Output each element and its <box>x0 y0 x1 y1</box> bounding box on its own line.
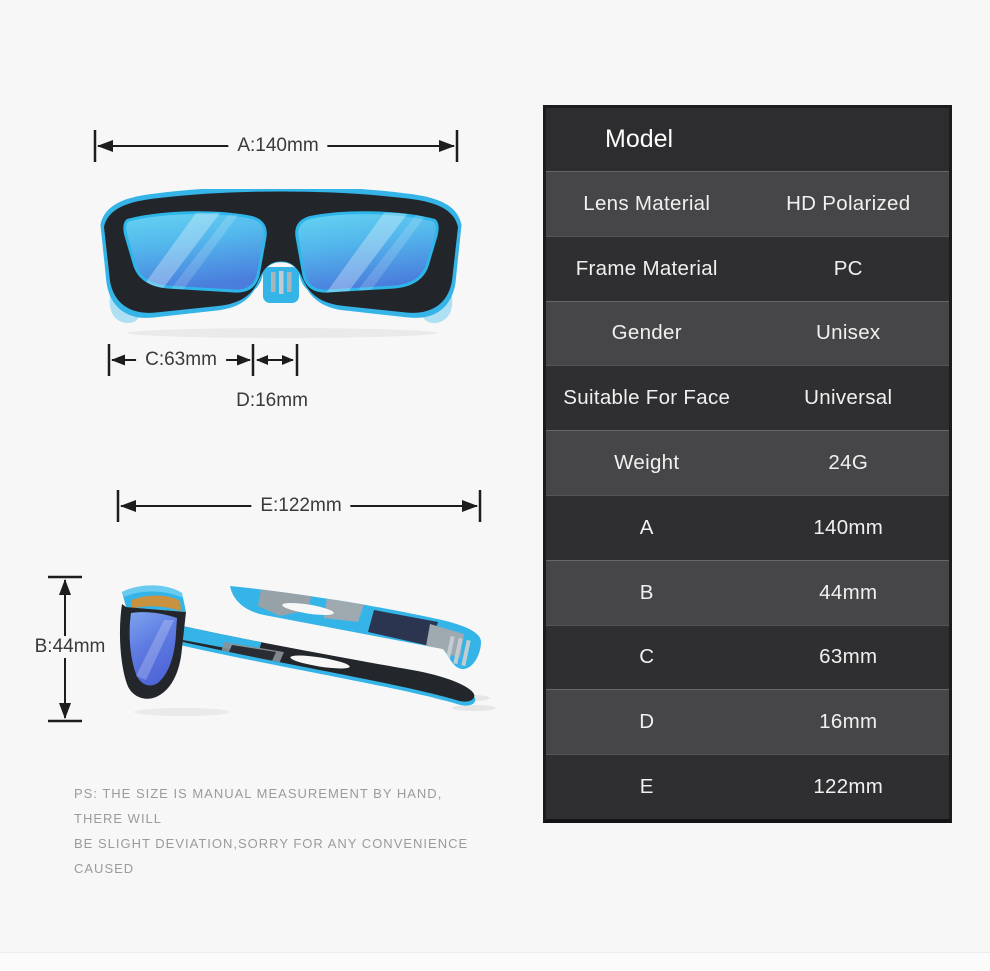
spec-table-title: Model <box>605 125 674 153</box>
spec-label: Frame Material <box>575 256 718 280</box>
spec-value: 44mm <box>819 580 878 604</box>
spec-row-e: E 122mm <box>546 754 949 819</box>
spec-value: PC <box>833 256 863 280</box>
sunglasses-side-view <box>112 576 497 722</box>
spec-label: Gender <box>611 321 682 345</box>
spec-row-b: B 44mm <box>546 559 949 625</box>
dimension-c-label: C:63mm <box>136 349 226 371</box>
measurement-note-line2: BE SLIGHT DEVIATION,SORRY FOR ANY CONVEN… <box>74 836 469 876</box>
spec-value: 122mm <box>813 775 884 799</box>
spec-row-weight: Weight 24G <box>546 430 949 495</box>
dimension-a-label: A:140mm <box>228 135 328 157</box>
spec-label: A <box>639 515 654 539</box>
dimension-d-label: D:16mm <box>236 390 308 411</box>
spec-value: 140mm <box>813 515 884 539</box>
spec-row-d: D 16mm <box>546 689 949 755</box>
spec-value: 24G <box>828 451 869 475</box>
dimension-c-d-lines <box>107 344 299 376</box>
dimension-a: A:140mm <box>93 126 459 166</box>
measurement-note: PS: THE SIZE IS MANUAL MEASUREMENT BY HA… <box>74 781 484 881</box>
spec-value: Unisex <box>816 321 881 345</box>
spec-label: E <box>639 775 654 799</box>
spec-value: Universal <box>804 386 893 410</box>
measurement-note-line1: PS: THE SIZE IS MANUAL MEASUREMENT BY HA… <box>74 786 443 826</box>
spec-row-frame-material: Frame Material PC <box>546 235 949 301</box>
dimension-b: B:44mm <box>25 574 115 724</box>
spec-label: Suitable For Face <box>563 386 731 410</box>
spec-label: Lens Material <box>583 191 711 215</box>
dimension-e: E:122mm <box>116 488 482 524</box>
spec-value: 63mm <box>819 645 878 669</box>
dimension-e-line <box>116 490 482 522</box>
dimension-b-label: B:44mm <box>25 636 115 658</box>
spec-value: HD Polarized <box>786 191 911 215</box>
dimension-e-label: E:122mm <box>251 495 351 517</box>
spec-label: D <box>639 710 655 734</box>
spec-row-lens-material: Lens Material HD Polarized <box>546 171 949 236</box>
spec-value: 16mm <box>819 710 878 734</box>
spec-row-a: A 140mm <box>546 494 949 560</box>
sunglasses-front-view <box>96 189 468 341</box>
spec-table: Model Lens Material HD Polarized Frame M… <box>543 105 952 823</box>
bottom-divider <box>0 952 990 971</box>
spec-row-c: C 63mm <box>546 624 949 690</box>
dimension-c-d: C:63mm D:16mm <box>106 340 316 420</box>
spec-row-gender: Gender Unisex <box>546 300 949 366</box>
spec-label: Weight <box>614 451 680 475</box>
spec-label: B <box>639 580 654 604</box>
spec-table-header: Model <box>546 108 949 171</box>
spec-row-suitable-for-face: Suitable For Face Universal <box>546 365 949 431</box>
spec-label: C <box>639 645 655 669</box>
